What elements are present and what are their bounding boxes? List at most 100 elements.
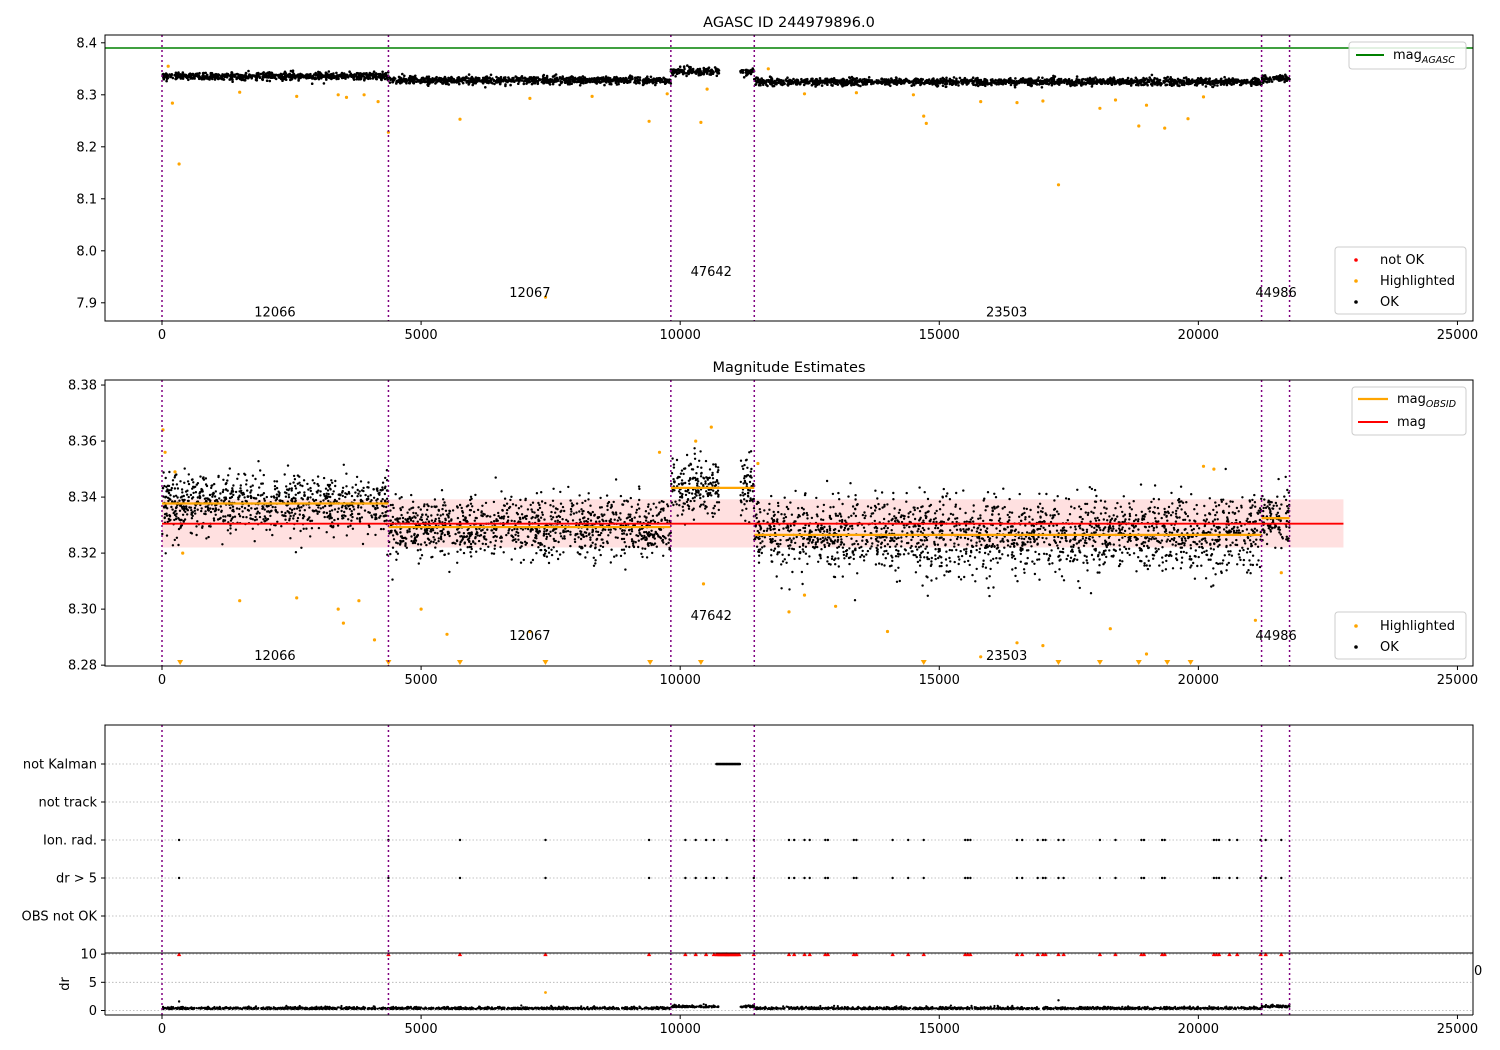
ok-point — [1109, 76, 1112, 80]
ok-point — [514, 504, 518, 507]
ok-point — [290, 78, 293, 81]
obsid-label: 44986 — [1255, 286, 1296, 301]
ok-point — [1059, 80, 1063, 83]
ok-point — [907, 80, 910, 84]
ok-point — [912, 82, 915, 85]
ok-point — [862, 81, 865, 85]
ok-point — [340, 514, 344, 518]
ok-point — [381, 481, 385, 484]
ok-point — [299, 72, 302, 76]
ok-point — [293, 507, 296, 511]
ok-point — [638, 487, 641, 491]
ok-point — [299, 484, 302, 487]
ok-point — [661, 534, 665, 538]
ok-point — [173, 538, 176, 542]
ok-point — [1285, 75, 1288, 78]
ok-point — [177, 527, 181, 531]
ok-point — [433, 519, 437, 523]
ok-point — [212, 519, 216, 522]
ok-point — [1213, 79, 1217, 82]
ok-point — [1149, 78, 1153, 81]
y-tick-label: 8.2 — [76, 140, 97, 155]
ok-point — [400, 513, 403, 517]
ok-point — [1059, 77, 1063, 81]
ok-point — [1030, 84, 1033, 88]
ok-point — [1256, 77, 1260, 81]
ok-point — [256, 493, 260, 497]
ok-point — [666, 519, 669, 522]
ok-point — [544, 79, 548, 82]
ok-point — [185, 76, 189, 79]
ok-point — [344, 505, 347, 508]
ok-point — [1139, 79, 1143, 82]
ok-point — [480, 529, 483, 532]
panel-magnitude-estimates: Magnitude Estimates 12066120674764223503… — [68, 360, 1478, 688]
ok-point — [188, 72, 192, 75]
ok-point — [244, 71, 248, 75]
ok-point — [338, 497, 341, 500]
ok-point — [382, 515, 385, 518]
x-tick-label: 5000 — [405, 328, 438, 343]
ok-point — [360, 506, 363, 509]
ok-point — [163, 505, 166, 508]
ok-point — [492, 79, 496, 82]
ok-point — [303, 493, 306, 497]
ok-point — [931, 78, 934, 82]
ok-point — [878, 81, 881, 84]
ok-point — [547, 81, 551, 85]
ok-point — [610, 79, 613, 82]
ok-point — [209, 510, 213, 514]
ok-point — [1136, 82, 1140, 85]
ok-point — [641, 555, 644, 559]
ok-point — [443, 533, 446, 537]
ok-point — [219, 492, 222, 495]
highlighted-point — [1144, 103, 1149, 107]
ok-point — [236, 477, 239, 480]
ok-point — [210, 74, 213, 77]
ok-point — [408, 508, 411, 511]
ok-point — [870, 82, 873, 86]
ok-point — [1146, 79, 1150, 82]
ok-point — [175, 76, 179, 80]
ok-point — [549, 515, 552, 518]
ok-point — [1238, 83, 1242, 87]
ok-point — [247, 504, 250, 507]
x-tick-label: 25000 — [1437, 328, 1478, 343]
ok-point — [270, 495, 273, 498]
ok-point — [298, 506, 301, 509]
ok-point — [294, 551, 298, 554]
legend-label-highlighted: Highlighted — [1380, 274, 1455, 289]
ok-point — [279, 499, 282, 503]
ok-point — [785, 79, 788, 83]
ok-point — [775, 82, 778, 86]
ok-point — [1015, 80, 1018, 83]
ok-point — [326, 489, 330, 492]
ok-point — [239, 487, 242, 490]
ok-point — [416, 80, 420, 83]
ok-point — [651, 551, 654, 555]
ok-point — [462, 551, 466, 555]
ok-point — [385, 505, 388, 509]
obsid-label: 12066 — [254, 306, 295, 321]
ok-point — [350, 519, 353, 522]
ok-point — [296, 482, 299, 485]
ok-point — [205, 537, 208, 540]
ok-point — [381, 488, 384, 491]
highlighted-point — [1113, 98, 1118, 102]
ok-point — [209, 71, 213, 75]
ok-point — [385, 497, 389, 500]
ok-point — [558, 553, 562, 556]
ok-point — [268, 79, 272, 83]
ok-point — [813, 80, 816, 83]
ok-point — [208, 76, 212, 79]
ok-point — [873, 80, 876, 84]
ok-point — [628, 519, 632, 522]
ok-point — [401, 72, 404, 76]
ok-point — [379, 527, 383, 531]
ok-point — [214, 513, 217, 516]
ok-point — [599, 544, 602, 548]
ok-point — [1185, 82, 1189, 86]
ok-point — [180, 495, 184, 498]
ok-point — [237, 496, 240, 499]
ok-point — [190, 511, 193, 514]
